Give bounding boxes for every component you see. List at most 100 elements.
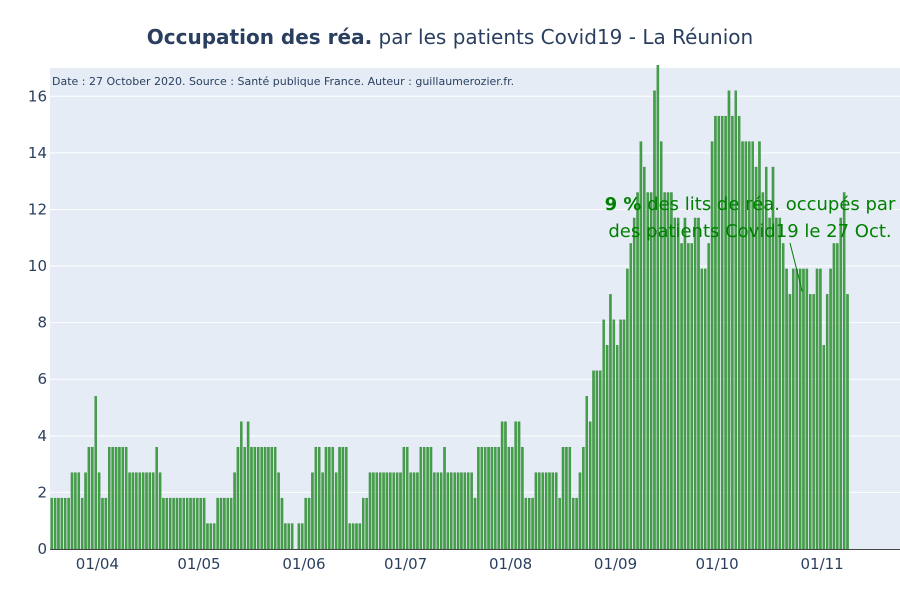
bar: [839, 217, 842, 550]
bar: [470, 472, 473, 550]
bar: [707, 243, 710, 550]
bar: [260, 446, 263, 550]
bar: [690, 243, 693, 550]
bar: [795, 268, 798, 550]
bar: [825, 294, 829, 550]
bar: [453, 472, 456, 550]
bar: [788, 294, 792, 550]
bar: [135, 472, 138, 550]
bar: [514, 421, 517, 550]
bar: [619, 319, 622, 550]
bar: [395, 472, 399, 550]
bar: [846, 294, 849, 550]
bar: [578, 472, 582, 550]
bar: [301, 523, 304, 550]
bar: [815, 268, 819, 550]
bar: [70, 472, 74, 550]
bar: [152, 472, 155, 550]
bar: [534, 472, 538, 550]
bar: [490, 446, 494, 550]
bar: [253, 446, 257, 550]
bar: [131, 472, 135, 550]
bar: [487, 446, 490, 550]
bar: [704, 268, 707, 550]
x-tick-label: 01/04: [76, 555, 119, 573]
bar: [202, 497, 206, 550]
bar: [649, 192, 653, 550]
bar: [700, 268, 704, 550]
x-axis-ticks: 01/04 01/05 01/06 01/07 01/08 01/09 01/10 01/11: [76, 555, 844, 573]
bar: [558, 497, 561, 550]
bar: [64, 497, 67, 550]
bar: [206, 523, 209, 550]
bar: [192, 497, 196, 550]
bar: [724, 115, 727, 550]
bar: [223, 497, 226, 550]
bar: [541, 472, 544, 550]
bar: [676, 217, 680, 550]
bar: [433, 472, 436, 550]
bar: [582, 446, 585, 550]
bar: [687, 243, 690, 550]
bar: [653, 90, 656, 550]
bar: [53, 497, 57, 550]
bar: [155, 446, 158, 550]
bar: [683, 217, 687, 550]
bar: [361, 497, 365, 550]
y-tick-label: 6: [37, 370, 47, 388]
bar: [531, 497, 534, 550]
bar: [114, 446, 118, 550]
bar: [504, 421, 507, 550]
bar: [141, 472, 145, 550]
bar: [104, 497, 108, 550]
bar: [483, 446, 487, 550]
bar: [243, 446, 246, 550]
bar: [348, 523, 351, 550]
bar: [565, 446, 568, 550]
bar: [382, 472, 385, 550]
bar: [429, 446, 433, 550]
x-tick-label: 01/10: [696, 555, 739, 573]
bar: [842, 192, 846, 550]
bar: [175, 497, 179, 550]
bar: [575, 497, 578, 550]
bar: [555, 472, 558, 550]
y-tick-label: 8: [37, 314, 47, 332]
bar: [819, 268, 822, 550]
bar: [494, 446, 497, 550]
bar: [812, 294, 815, 550]
bar: [609, 294, 612, 550]
bar: [568, 446, 572, 550]
bar: [521, 446, 524, 550]
bar: [473, 497, 477, 550]
y-tick-label: 10: [28, 257, 47, 275]
y-tick-label: 2: [37, 483, 47, 501]
y-tick-label: 0: [37, 540, 47, 558]
bar: [317, 446, 321, 550]
bar: [761, 192, 765, 550]
x-tick-label: 01/11: [800, 555, 843, 573]
bar: [128, 472, 131, 550]
bar: [466, 472, 470, 550]
bar: [507, 446, 511, 550]
bar: [389, 472, 392, 550]
y-tick-label: 12: [28, 200, 47, 218]
x-tick-label: 01/08: [489, 555, 532, 573]
annotation: 9 % des lits de réa. occupés par des pat…: [605, 194, 896, 292]
bar: [446, 472, 450, 550]
bar: [375, 472, 379, 550]
y-tick-label: 4: [37, 427, 47, 445]
bar: [162, 497, 165, 550]
bar: [656, 65, 660, 550]
bar: [368, 472, 372, 550]
bars: [50, 65, 849, 550]
bar: [372, 472, 375, 550]
bar: [663, 192, 666, 550]
bar: [775, 217, 778, 550]
bar: [629, 243, 633, 550]
bar: [439, 472, 443, 550]
bar: [267, 446, 270, 550]
bar: [108, 446, 111, 550]
bar: [216, 497, 219, 550]
y-tick-label: 14: [28, 144, 47, 162]
